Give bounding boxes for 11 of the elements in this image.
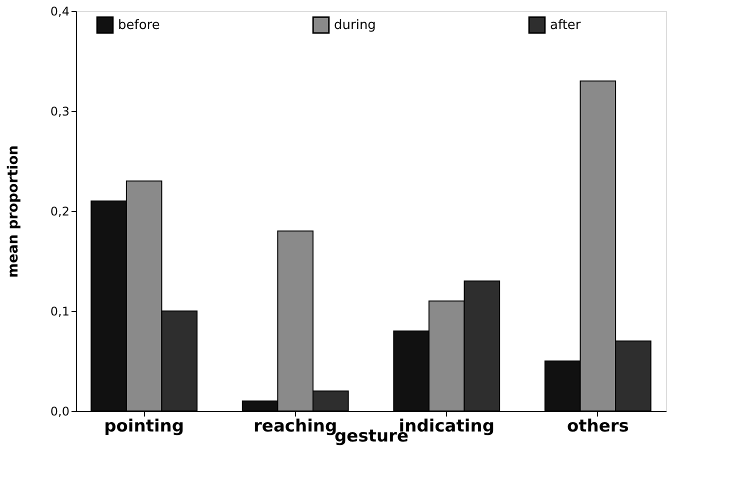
y-tick-label: 0,2 [50,204,70,218]
legend-label: during [334,18,376,34]
y-tick-label: 0,1 [50,304,70,318]
y-axis-title: mean proportion [5,145,22,278]
x-tick-label: pointing [104,416,184,436]
y-tick-label: 0,0 [50,404,70,418]
legend-label: after [550,18,582,34]
y-tick-label: 0,4 [50,4,70,18]
y-tick-label: 0,3 [50,104,70,118]
legend-label: before [118,18,160,34]
x-tick-label: others [566,416,629,436]
